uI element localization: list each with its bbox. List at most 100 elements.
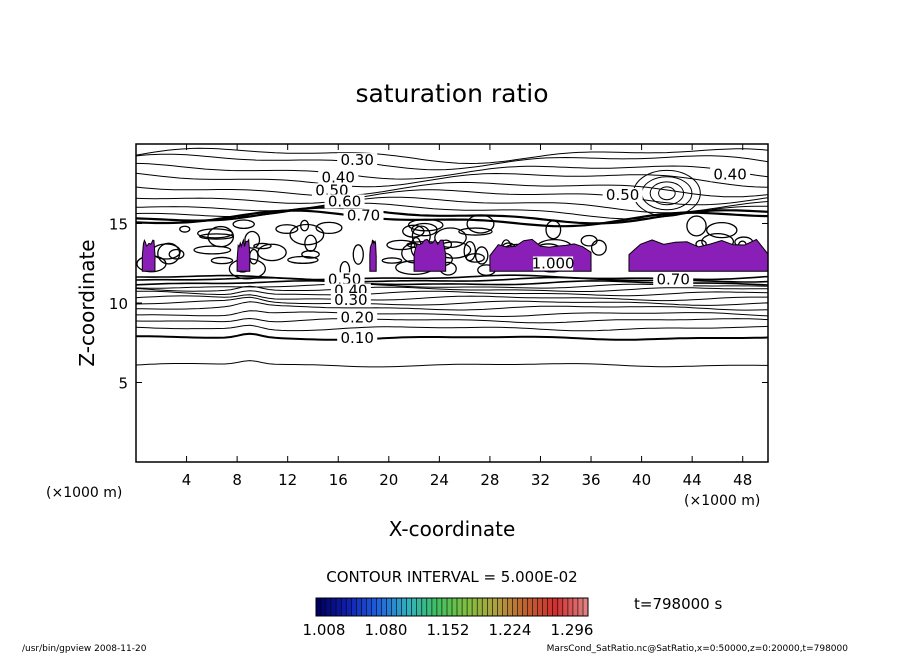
colorbar-ticks: 1.008 1.080 1.152 1.224 1.296 <box>303 621 594 639</box>
colorbar-segment <box>557 598 563 616</box>
y-axis-label: Z-coordinate <box>75 239 99 366</box>
colorbar-segment <box>341 598 347 616</box>
contour-line <box>136 153 768 171</box>
contour-line <box>257 243 287 262</box>
contour-label-bg <box>533 256 574 271</box>
filled-region <box>369 239 377 272</box>
contour-line <box>136 181 768 198</box>
colorbar-segment <box>331 598 337 616</box>
contour-label: 0.20 <box>340 308 373 326</box>
contour-line <box>168 248 185 260</box>
contour-line <box>136 324 768 332</box>
contour-label-bg <box>337 331 378 346</box>
colorbar-segment <box>517 598 523 616</box>
contour-line <box>136 209 768 228</box>
contour-line <box>253 242 272 250</box>
x-axis-unit-right: (×1000 m) <box>684 493 760 509</box>
colorbar-segment <box>512 598 518 616</box>
contour-line <box>136 189 768 206</box>
colorbar-segment <box>421 598 427 616</box>
colorbar-segment <box>371 598 377 616</box>
contour-line <box>706 222 738 239</box>
contour-label: 0.10 <box>340 329 373 347</box>
colorbar-segment <box>562 598 568 616</box>
x-tick-label: 24 <box>430 471 449 489</box>
colorbar-segment <box>376 598 382 616</box>
colorbar-segment <box>321 598 327 616</box>
contour-line <box>289 223 325 246</box>
filled-region <box>628 238 768 272</box>
contour-line <box>232 219 255 230</box>
colorbar-segment <box>502 598 508 616</box>
colorbar-segment <box>537 598 543 616</box>
colorbar-segment <box>527 598 533 616</box>
contour-line <box>275 224 299 234</box>
contour-label-bg <box>337 310 378 325</box>
colorbar-tick-label: 1.224 <box>489 621 532 639</box>
chart-title: saturation ratio <box>355 79 548 108</box>
x-axis-unit-left: (×1000 m) <box>46 485 122 501</box>
colorbar-segment <box>386 598 392 616</box>
colorbar-segment <box>452 598 458 616</box>
contour-line <box>580 234 598 247</box>
contour-label-bg <box>324 194 365 209</box>
contour-line <box>466 214 495 234</box>
contour-line <box>179 225 191 233</box>
contour-line <box>649 181 685 206</box>
colorbar-segment <box>522 598 528 616</box>
contour-line <box>381 257 403 264</box>
contour-label: 0.70 <box>347 207 380 225</box>
filled-region <box>413 238 447 272</box>
colorbar-segment <box>552 598 558 616</box>
x-tick-label: 28 <box>480 471 499 489</box>
contour-line <box>658 186 676 201</box>
y-tick-label: 15 <box>109 216 128 234</box>
colorbar-segment <box>441 598 447 616</box>
colorbar-segment <box>366 598 372 616</box>
colorbar-segment <box>482 598 488 616</box>
filled-regions <box>141 238 768 272</box>
contour-line <box>244 230 261 249</box>
contour-line <box>136 147 768 165</box>
contour-label-bg <box>318 170 359 185</box>
contour-label-bg <box>710 167 751 182</box>
colorbar-tick-label: 1.008 <box>303 621 346 639</box>
x-tick-label: 32 <box>531 471 550 489</box>
colorbar-tick-label: 1.152 <box>427 621 470 639</box>
contour-line <box>136 360 768 368</box>
contour-line <box>386 239 416 251</box>
filled-region <box>141 239 156 272</box>
x-tick-label: 40 <box>632 471 651 489</box>
contour-line <box>458 227 493 236</box>
contour-label-bg <box>602 188 643 203</box>
colorbar-segment <box>577 598 583 616</box>
footer-right: MarsCond_SatRatio.nc@SatRatio,x=0:50000,… <box>547 644 849 654</box>
footer-left: /usr/bin/gpview 2008-11-20 <box>22 644 147 654</box>
contour-line <box>157 242 181 265</box>
contour-label-bg <box>343 208 384 223</box>
x-tick-label: 36 <box>581 471 600 489</box>
contour-label: 1.000 <box>532 254 575 272</box>
colorbar-segment <box>326 598 332 616</box>
colorbar-segment <box>356 598 362 616</box>
colorbar-segment <box>532 598 538 616</box>
contour-line <box>207 225 235 248</box>
contour-line <box>136 317 768 324</box>
colorbar-segment <box>431 598 437 616</box>
colorbar-frame <box>315 597 589 617</box>
colorbar-segment <box>477 598 483 616</box>
x-tick-label: 16 <box>329 471 348 489</box>
contour-label: 0.30 <box>340 151 373 169</box>
contour-line <box>352 244 364 265</box>
contour-line <box>315 221 343 235</box>
contour-label-bg <box>337 153 378 168</box>
contour-line <box>474 246 489 265</box>
colorbar-segment <box>401 598 407 616</box>
contour-line <box>136 285 768 292</box>
contour-line <box>545 220 562 240</box>
colorbar-segment <box>411 598 417 616</box>
contour-line <box>193 245 232 255</box>
contour-line <box>300 219 310 232</box>
colorbar-segment <box>542 598 548 616</box>
